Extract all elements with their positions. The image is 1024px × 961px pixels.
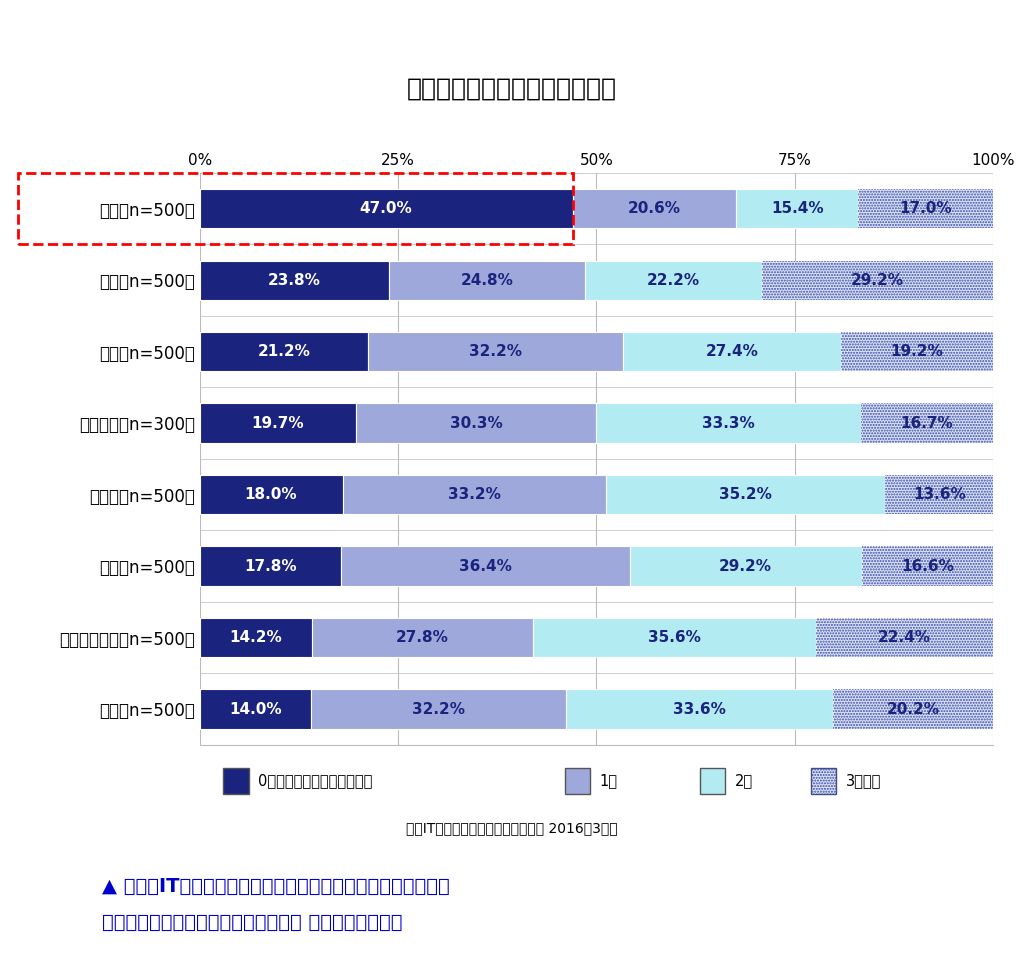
Bar: [200, 332, 368, 371]
Bar: [841, 332, 993, 371]
Text: 33.3%: 33.3%: [702, 416, 755, 431]
Bar: [861, 404, 993, 443]
Text: 17.8%: 17.8%: [244, 558, 297, 574]
Text: 35.6%: 35.6%: [648, 630, 700, 645]
Bar: [200, 689, 311, 728]
Bar: [815, 618, 993, 657]
Text: 32.2%: 32.2%: [469, 344, 522, 359]
Text: 33.2%: 33.2%: [447, 487, 501, 502]
Bar: [861, 404, 993, 443]
Text: 19.7%: 19.7%: [252, 416, 304, 431]
Bar: [861, 547, 993, 586]
Bar: [699, 768, 725, 794]
Bar: [388, 260, 586, 300]
Bar: [858, 189, 993, 229]
Bar: [815, 618, 993, 657]
Text: 30.3%: 30.3%: [450, 416, 503, 431]
Text: 16.7%: 16.7%: [901, 416, 953, 431]
Text: ▲ 日本のIT人材は、約半数が「転職したことはない」と回答。: ▲ 日本のIT人材は、約半数が「転職したことはない」と回答。: [102, 876, 451, 896]
Text: （「IT人材に関する各国比較調査」 2016年3月）: （「IT人材に関する各国比較調査」 2016年3月）: [407, 822, 617, 835]
Bar: [200, 404, 356, 443]
Bar: [341, 547, 630, 586]
Text: 13.6%: 13.6%: [913, 487, 966, 502]
Text: 29.2%: 29.2%: [851, 273, 904, 287]
Text: 14.0%: 14.0%: [229, 702, 282, 717]
Text: 17.0%: 17.0%: [899, 201, 952, 216]
Text: 24.8%: 24.8%: [461, 273, 513, 287]
Bar: [200, 189, 572, 229]
Text: 27.8%: 27.8%: [396, 630, 450, 645]
Text: 22.2%: 22.2%: [647, 273, 700, 287]
Bar: [200, 475, 342, 514]
Text: 23.8%: 23.8%: [267, 273, 321, 287]
Bar: [311, 689, 566, 728]
Bar: [861, 547, 993, 586]
Text: 14.2%: 14.2%: [229, 630, 283, 645]
Text: 32.2%: 32.2%: [412, 702, 465, 717]
Text: 21.2%: 21.2%: [257, 344, 310, 359]
Text: 35.2%: 35.2%: [719, 487, 772, 502]
Bar: [596, 404, 861, 443]
Bar: [566, 689, 833, 728]
Text: 18.0%: 18.0%: [245, 487, 297, 502]
Text: 20.6%: 20.6%: [628, 201, 681, 216]
Bar: [356, 404, 596, 443]
Bar: [858, 189, 993, 229]
Bar: [200, 547, 341, 586]
Text: 29.2%: 29.2%: [719, 558, 772, 574]
Bar: [586, 260, 762, 300]
Bar: [200, 260, 388, 300]
Bar: [762, 260, 993, 300]
Text: 16.6%: 16.6%: [901, 558, 953, 574]
Bar: [886, 475, 993, 514]
Text: 36.4%: 36.4%: [459, 558, 512, 574]
Bar: [342, 475, 606, 514]
Bar: [606, 475, 886, 514]
Text: 1回: 1回: [600, 774, 617, 788]
Bar: [312, 618, 532, 657]
Bar: [833, 689, 993, 728]
Text: 0回（転職したことはない）: 0回（転職したことはない）: [258, 774, 373, 788]
Text: 3回以上: 3回以上: [846, 774, 881, 788]
Bar: [200, 618, 312, 657]
Bar: [811, 768, 837, 794]
Bar: [572, 189, 736, 229]
Text: 47.0%: 47.0%: [359, 201, 413, 216]
Bar: [841, 332, 993, 371]
Bar: [630, 547, 861, 586]
Text: 27.4%: 27.4%: [706, 344, 759, 359]
Bar: [223, 768, 249, 794]
Bar: [811, 768, 837, 794]
Text: 22.4%: 22.4%: [878, 630, 931, 645]
Text: 2回: 2回: [734, 774, 753, 788]
Text: これまでに経験した転職の回数: これまでに経験した転職の回数: [407, 77, 617, 101]
Bar: [736, 189, 858, 229]
Bar: [565, 768, 590, 794]
Bar: [624, 332, 841, 371]
Bar: [833, 689, 993, 728]
Text: 33.6%: 33.6%: [673, 702, 726, 717]
Bar: [886, 475, 993, 514]
Bar: [368, 332, 624, 371]
Text: 諸外国と比較すると、人材の流動性が 低い状況にある。: 諸外国と比較すると、人材の流動性が 低い状況にある。: [102, 913, 402, 932]
Bar: [532, 618, 815, 657]
Text: 20.2%: 20.2%: [887, 702, 940, 717]
Text: 15.4%: 15.4%: [771, 201, 823, 216]
Bar: [762, 260, 993, 300]
Text: 19.2%: 19.2%: [891, 344, 943, 359]
